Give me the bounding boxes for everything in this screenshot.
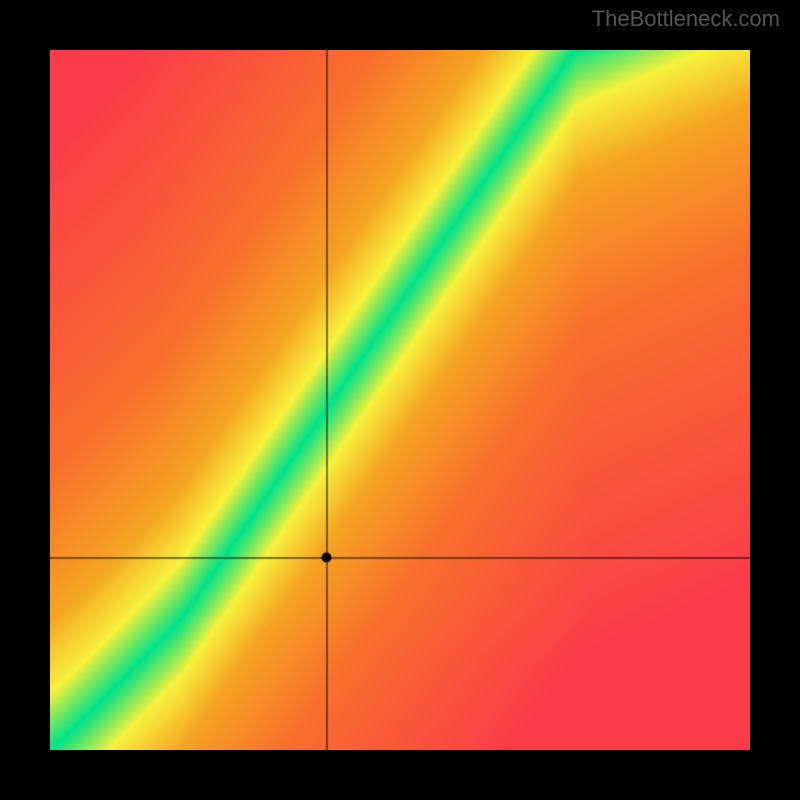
chart-container: TheBottleneck.com xyxy=(0,0,800,800)
bottleneck-heatmap xyxy=(50,50,750,750)
watermark-text: TheBottleneck.com xyxy=(592,6,780,32)
